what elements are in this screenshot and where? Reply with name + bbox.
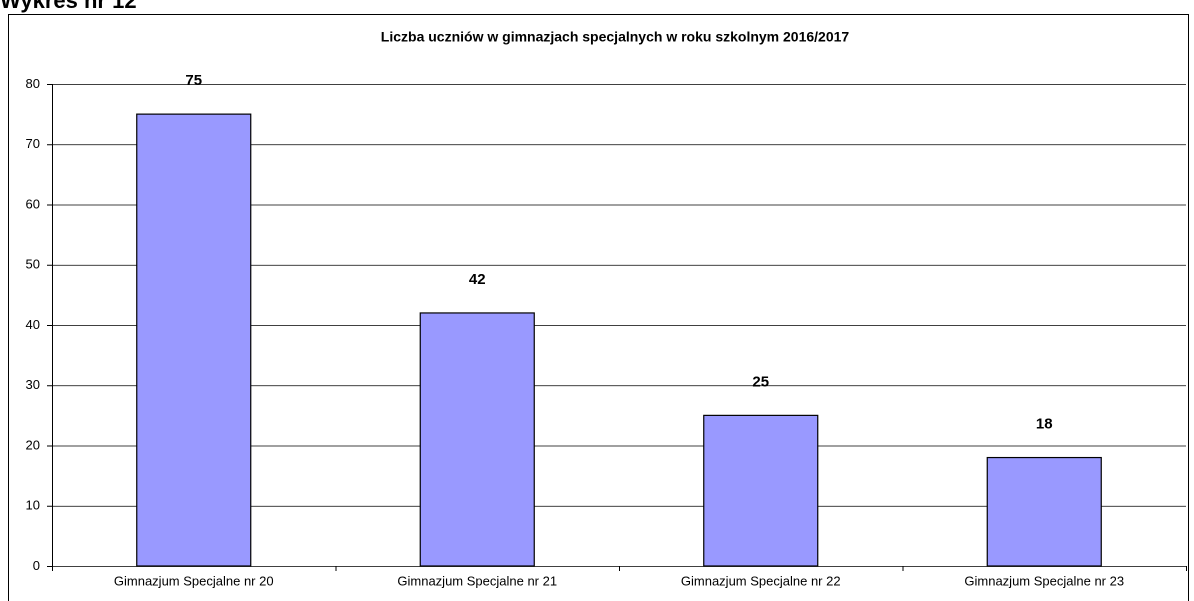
x-tick-label: Gimnazjum Specjalne nr 23 xyxy=(964,573,1124,588)
data-label: 75 xyxy=(185,72,202,89)
x-tick-label: Gimnazjum Specjalne nr 22 xyxy=(681,573,841,588)
data-label: 25 xyxy=(752,373,769,390)
y-tick-label: 0 xyxy=(33,558,40,573)
y-tick-label: 50 xyxy=(26,257,40,272)
chart-title: Liczba uczniów w gimnazjach specjalnych … xyxy=(381,29,850,45)
bar xyxy=(419,312,535,567)
x-tick-label: Gimnazjum Specjalne nr 21 xyxy=(397,573,557,588)
y-tick-label: 40 xyxy=(26,317,40,332)
y-tick-label: 20 xyxy=(26,437,40,452)
data-label: 42 xyxy=(469,271,486,288)
y-tick-label: 80 xyxy=(26,76,40,91)
y-tick-label: 60 xyxy=(26,196,40,211)
chart-frame xyxy=(8,14,1189,601)
y-tick-label: 10 xyxy=(26,498,40,513)
bar xyxy=(136,113,252,567)
bar xyxy=(703,414,819,567)
data-label: 18 xyxy=(1036,416,1053,433)
x-tick-label: Gimnazjum Specjalne nr 20 xyxy=(114,573,274,588)
bar xyxy=(986,456,1102,567)
y-tick-label: 30 xyxy=(26,377,40,392)
page-heading: Wykres nr 12 xyxy=(0,0,137,13)
y-tick-label: 70 xyxy=(26,136,40,151)
